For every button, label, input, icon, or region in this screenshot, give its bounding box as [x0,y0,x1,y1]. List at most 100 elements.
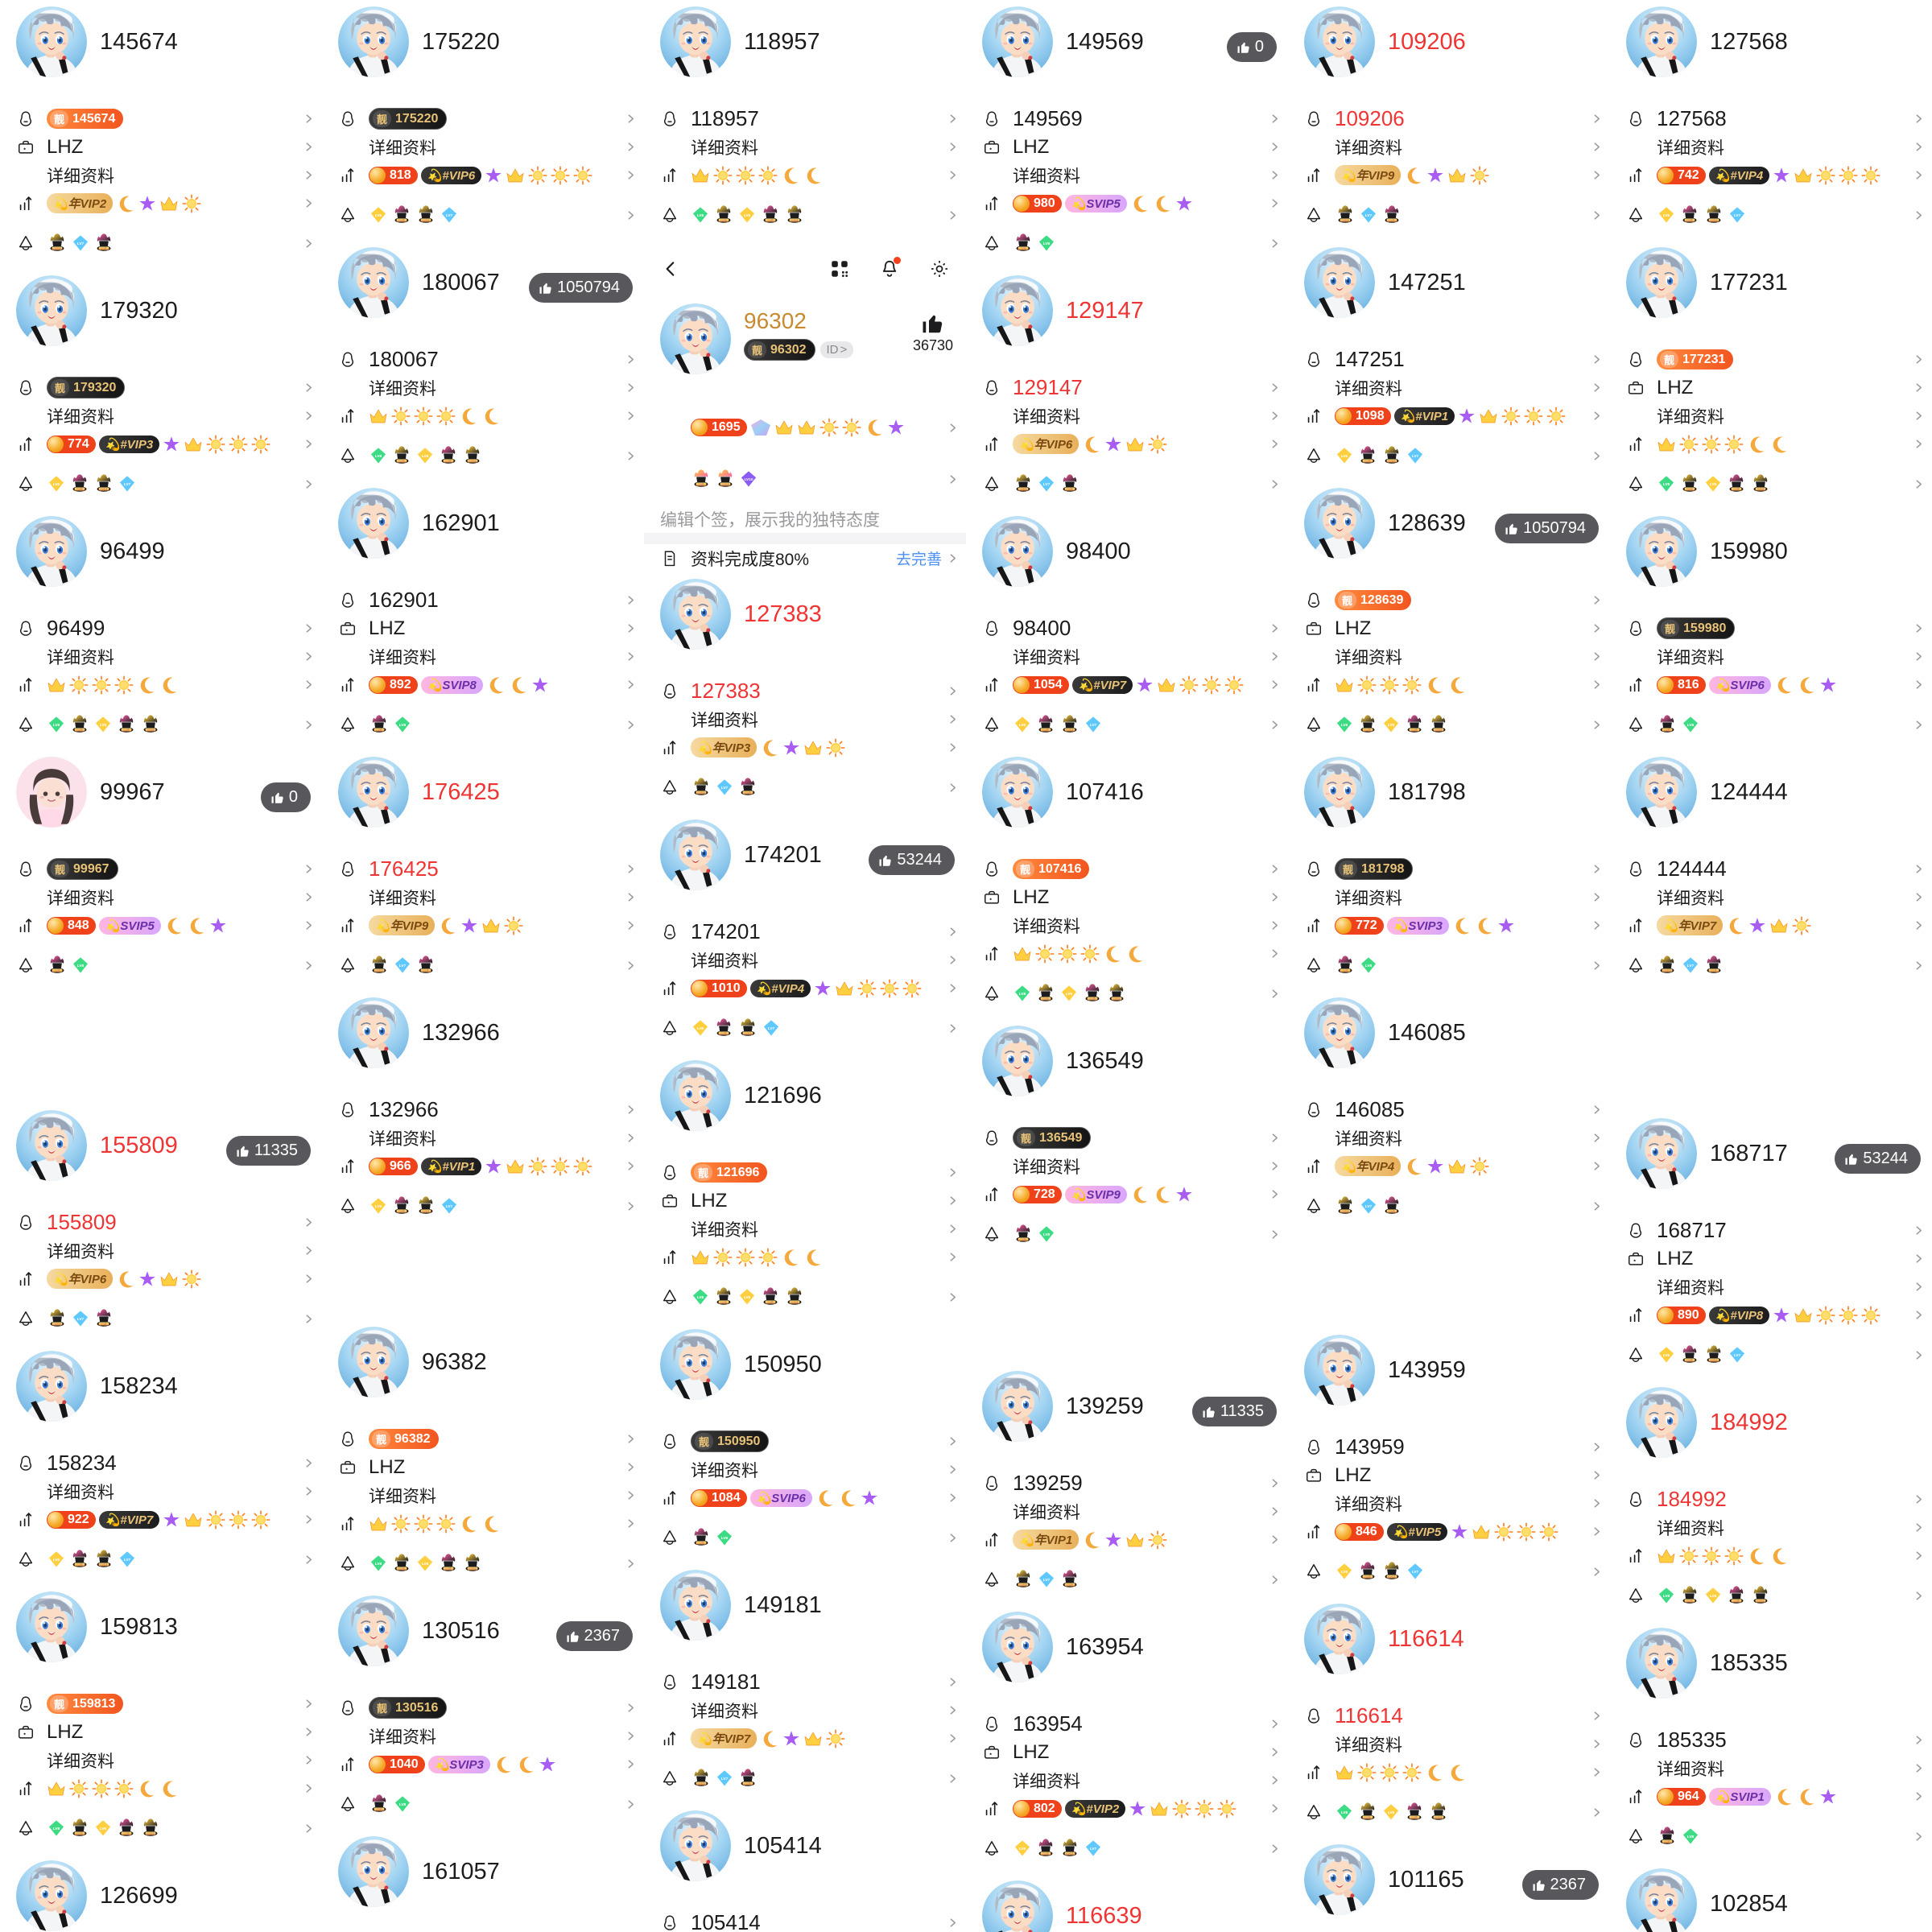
svg-text:LV5: LV5 [123,728,130,732]
svg-text:LV6: LV6 [1042,997,1049,1001]
svg-text:LV6: LV6 [1710,1594,1717,1599]
svg-text:LV9: LV9 [376,728,382,732]
svg-text:LV10: LV10 [721,482,729,486]
svg-text:LV5: LV5 [720,1031,727,1035]
svg-text:LV8: LV8 [1687,1835,1695,1839]
svg-text:LV6: LV6 [1341,454,1348,459]
svg-text:LV5: LV5 [398,218,405,222]
svg-text:LV5: LV5 [1733,1599,1740,1603]
svg-text:LV7: LV7 [1412,1570,1419,1575]
svg-text:LV10: LV10 [1663,968,1671,972]
svg-text:LV10: LV10 [1066,728,1074,732]
svg-text:LV8: LV8 [1043,242,1051,246]
svg-text:LV5: LV5 [76,1563,83,1567]
svg-text:LV10: LV10 [697,791,705,795]
svg-text:LV5: LV5 [1733,487,1740,491]
svg-text:LV5: LV5 [767,218,774,222]
svg-text:LV9: LV9 [1067,487,1073,491]
svg-text:LV5: LV5 [1686,218,1693,222]
svg-text:LV10: LV10 [1435,1815,1443,1819]
svg-text:LV6: LV6 [375,1204,382,1209]
svg-text:LV10: LV10 [791,1300,799,1304]
svg-text:LV10: LV10 [1341,1209,1349,1213]
svg-text:LV6: LV6 [76,1831,83,1835]
svg-text:LV9: LV9 [745,791,751,795]
svg-text:LV10: LV10 [53,246,61,250]
svg-text:LV10: LV10 [469,459,477,463]
svg-text:LV8: LV8 [399,723,407,728]
svg-text:LV10: LV10 [147,728,155,732]
svg-text:LV9: LV9 [1711,968,1717,972]
svg-text:LV6: LV6 [76,728,83,732]
svg-text:LV6: LV6 [1663,213,1670,218]
svg-text:LV7: LV7 [1365,213,1373,218]
svg-text:LV6: LV6 [744,213,751,218]
svg-text:LV6: LV6 [53,1558,60,1563]
svg-text:LV8: LV8 [375,454,382,459]
svg-text:LV8: LV8 [1341,1810,1348,1815]
svg-text:LV9: LV9 [54,968,60,972]
svg-text:LV5: LV5 [1411,728,1418,732]
svg-text:LV10: LV10 [1388,1575,1396,1579]
svg-text:LV10: LV10 [1757,487,1765,491]
svg-text:LV8: LV8 [1663,482,1670,487]
svg-text:LV9: LV9 [698,482,704,486]
svg-text:LV8: LV8 [1663,1594,1670,1599]
svg-text:LV6: LV6 [100,723,107,728]
svg-text:LV6: LV6 [1341,1570,1348,1575]
svg-text:LV7: LV7 [1365,1204,1373,1209]
svg-text:LV7: LV7 [1412,454,1419,459]
svg-text:LV7: LV7 [124,1558,131,1563]
svg-text:LV9: LV9 [1020,246,1026,250]
svg-text:LV6: LV6 [100,1827,107,1831]
svg-text:LV9: LV9 [101,1322,107,1326]
svg-text:LV9: LV9 [745,1781,751,1785]
svg-text:LV6: LV6 [422,1562,429,1567]
svg-text:LV8: LV8 [1687,723,1695,728]
svg-text:LV8: LV8 [721,1536,729,1541]
svg-text:LV6: LV6 [1388,723,1395,728]
svg-text:LV5: LV5 [1089,997,1096,1001]
svg-text:LV6: LV6 [1364,1815,1371,1819]
svg-text:LV10: LV10 [744,477,753,482]
svg-text:LV8: LV8 [697,1295,704,1300]
svg-text:LV6: LV6 [697,1026,704,1031]
svg-text:LV9: LV9 [1067,1583,1073,1587]
svg-text:LV7: LV7 [446,1204,453,1209]
svg-text:LV10: LV10 [1757,1599,1765,1603]
svg-text:LV10: LV10 [147,1831,155,1835]
svg-text:LV5: LV5 [1042,728,1049,732]
svg-text:LV5: LV5 [76,487,83,491]
svg-text:LV5: LV5 [1364,459,1371,463]
svg-text:LV8: LV8 [53,723,60,728]
svg-text:LV7: LV7 [721,786,729,791]
svg-text:LV6: LV6 [1388,1810,1395,1815]
svg-text:LV5: LV5 [1686,1358,1693,1362]
svg-text:LV9: LV9 [423,968,429,972]
svg-text:LV10: LV10 [1710,218,1718,222]
svg-text:LV7: LV7 [77,242,85,246]
svg-text:LV10: LV10 [53,1322,61,1326]
svg-text:LV7: LV7 [399,964,407,968]
svg-text:LV8: LV8 [1019,992,1026,997]
svg-text:LV7: LV7 [1734,1353,1741,1358]
svg-text:LV6: LV6 [53,482,60,487]
svg-text:LV6: LV6 [1066,992,1073,997]
svg-text:LV9: LV9 [101,246,107,250]
svg-text:LV6: LV6 [720,1300,727,1304]
svg-text:LV7: LV7 [77,1317,85,1322]
svg-text:LV6: LV6 [744,1295,751,1300]
svg-text:LV7: LV7 [1090,1847,1097,1852]
svg-text:LV6: LV6 [1364,728,1371,732]
svg-text:LV10: LV10 [744,1031,752,1035]
svg-text:LV9: LV9 [1342,968,1348,972]
svg-text:LV8: LV8 [375,1562,382,1567]
svg-text:LV10: LV10 [1388,459,1396,463]
svg-text:LV7: LV7 [768,1026,775,1031]
svg-text:LV8: LV8 [1365,964,1373,968]
svg-text:LV7: LV7 [1043,1578,1051,1583]
svg-text:LV6: LV6 [1663,1353,1670,1358]
svg-text:LV7: LV7 [446,213,453,218]
svg-text:LV5: LV5 [1042,1852,1049,1856]
svg-text:LV9: LV9 [376,1807,382,1811]
